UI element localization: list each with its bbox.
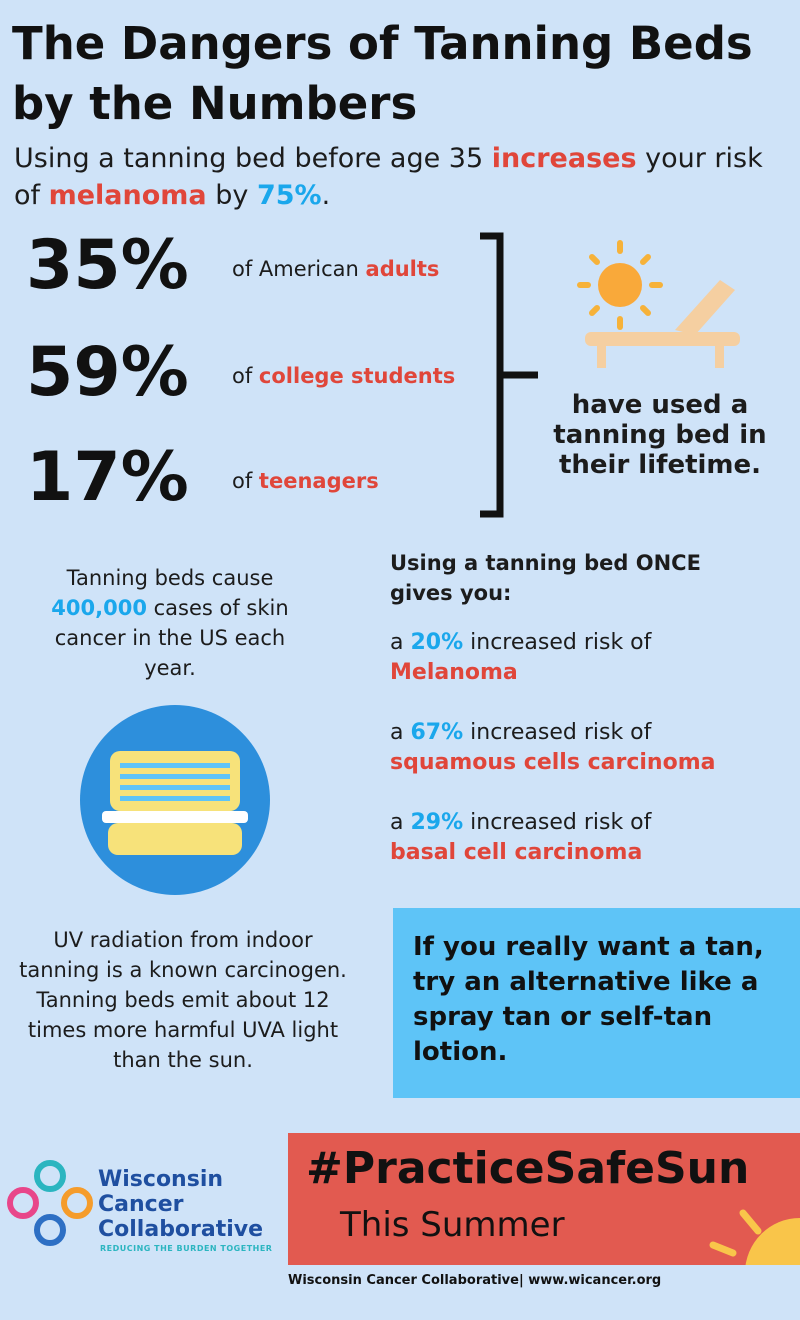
subline: This Summer [340,1205,565,1245]
rim [102,811,248,823]
intro: Using a tanning bed before age 35 increa… [14,140,794,214]
emphasis: 400,000 [51,596,147,620]
stat-percent: 35% [26,226,189,305]
risk-item: a 29% increased risk of basal cell carcin… [390,808,790,868]
emphasis: increases [491,143,637,174]
text: a [390,810,411,835]
once-heading: Using a tanning bed ONCE gives you: [390,551,701,605]
risk-item: a 67% increased risk of squamous cells ca… [390,718,790,778]
group: college students [258,364,456,388]
logo-tagline: REDUCING THE BURDEN TOGETHER [100,1244,273,1253]
sun-rays [577,240,663,330]
text: . [321,180,331,211]
seat [585,332,740,346]
lounger-icon [577,240,740,368]
logo-line: Collaborative [98,1217,264,1242]
stat-percent: 17% [26,438,189,517]
text: Tanning beds cause [66,566,274,590]
backrest [675,280,735,335]
text: a [390,630,411,655]
leg [597,346,606,368]
hashtag: #PracticeSafeSun [306,1143,750,1194]
stat-text: of teenagers [232,469,379,493]
emphasis: melanoma [48,180,207,211]
percent: 67% [410,720,464,745]
leg [715,346,724,368]
alternative-box [393,908,800,1098]
text: your risk of [14,143,763,211]
sun [598,263,642,307]
stat-text: of college students [232,364,455,388]
text: Using a tanning bed before age 35 [14,143,492,174]
logo-name: Wisconsin Cancer Collaborative [98,1167,263,1242]
stat-percent: 59% [26,333,189,412]
text: of [232,469,259,493]
percent: 20% [410,630,464,655]
lid [110,751,240,811]
group: adults [365,257,440,281]
bracket [480,232,538,518]
alternative-text: If you really want a tan, try an alterna… [413,932,764,1067]
bracket-text: have used a tanning bed in their lifetim… [553,390,767,480]
cases-text: Tanning beds cause 400,000 cases of skin… [30,563,310,683]
hashtag-box [288,1133,800,1265]
uv-text: UV radiation from indoor tanning is a kn… [19,928,347,1072]
text: increased risk of [463,630,652,655]
stat-text: of American adults [232,257,439,281]
sun-decoration [709,1209,800,1265]
text: a [390,720,411,745]
text: cases of skin cancer in the US each year… [54,596,289,680]
disease: basal cell carcinoma [390,840,643,865]
text: of American [232,257,366,281]
disease: squamous cells carcinoma [390,750,716,775]
text: of [232,364,259,388]
disease: Melanoma [390,660,518,685]
percent: 29% [410,810,464,835]
bracket-line [480,232,538,518]
emphasis: 75% [256,180,322,211]
group: teenagers [258,469,379,493]
tanning-bed-icon [80,705,270,895]
logo-icon [7,1160,93,1246]
text: increased risk of [463,720,652,745]
text: increased risk of [463,810,652,835]
footer: Wisconsin Cancer Collaborative| www.wica… [288,1273,662,1288]
text: by [206,180,257,211]
title: The Dangers of Tanning Beds by the Numbe… [12,17,753,130]
logo-line: Wisconsin [98,1167,224,1192]
base [108,823,242,855]
logo-line: Cancer [98,1192,184,1217]
lamps [120,763,230,801]
risk-item: a 20% increased risk of Melanoma [390,628,790,688]
